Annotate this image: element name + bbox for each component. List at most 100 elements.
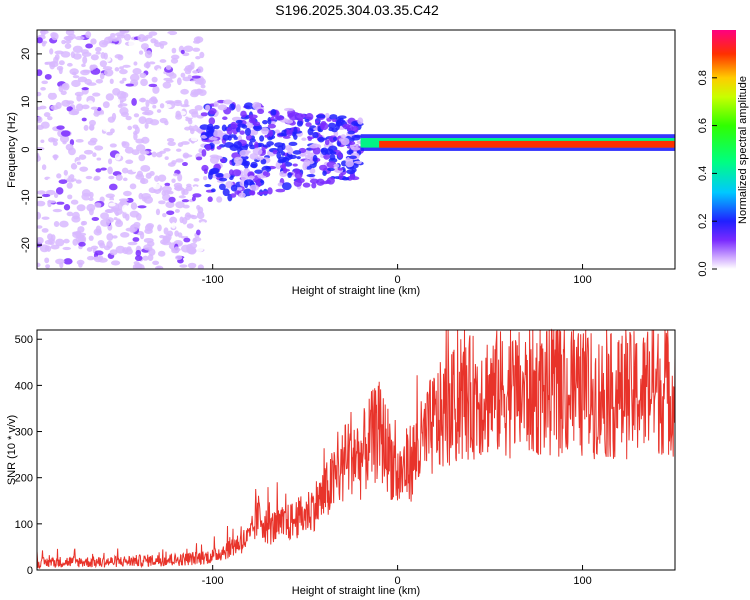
heatmap-blob [122, 190, 132, 197]
heatmap-blob [134, 126, 140, 135]
heatmap-blob [37, 190, 46, 195]
heatmap-blob [210, 188, 216, 193]
heatmap-blob [149, 119, 160, 126]
heatmap-blob [108, 175, 115, 180]
heatmap-blob [105, 93, 115, 101]
heatmap-blob [127, 241, 138, 246]
heatmap-blob [117, 54, 124, 61]
heatmap-blob [155, 208, 161, 216]
heatmap-blob [71, 79, 81, 88]
y-tick-label: -20 [20, 237, 32, 253]
heatmap-blob [102, 125, 110, 132]
heatmap-blob [37, 91, 42, 97]
chart-title: S196.2025.304.03.35.C42 [275, 2, 439, 18]
heatmap-blob [100, 167, 107, 171]
heatmap-blob [85, 31, 92, 39]
heatmap-blob [163, 148, 171, 152]
heatmap-blob [81, 117, 87, 122]
heatmap-blob [85, 43, 93, 49]
heatmap-blob [199, 51, 205, 59]
heatmap-blob [115, 245, 126, 254]
heatmap-blob [312, 132, 319, 139]
spectrogram-ylabel: Frequency (Hz) [6, 112, 18, 188]
heatmap-blob [222, 99, 233, 105]
heatmap-blob [69, 68, 79, 75]
heatmap-blob [99, 60, 107, 68]
heatmap-blob [81, 220, 88, 226]
heatmap-blob [122, 77, 127, 82]
heatmap-blob [181, 199, 190, 203]
heatmap-blob [56, 65, 64, 71]
heatmap-blob [302, 162, 308, 171]
heatmap-blob [270, 109, 277, 116]
heatmap-blob [76, 94, 82, 102]
heatmap-blob [170, 57, 179, 64]
heatmap-blob [217, 104, 228, 111]
heatmap-blob [182, 162, 188, 167]
heatmap-blob [125, 227, 135, 232]
heatmap-blob [50, 105, 59, 111]
heatmap-blob [41, 164, 47, 171]
heatmap-blob [240, 110, 247, 118]
heatmap-blob [175, 148, 182, 152]
heatmap-blob [164, 104, 172, 109]
heatmap-blob [160, 239, 168, 245]
heatmap-blob [52, 140, 58, 146]
heatmap-blob [268, 129, 274, 137]
heatmap-blob [188, 80, 197, 85]
heatmap-blob [296, 156, 301, 160]
heatmap-blob [337, 153, 344, 159]
heatmap-blob [196, 204, 201, 210]
heatmap-blob [183, 45, 194, 52]
y-tick-label: 400 [15, 380, 33, 392]
heatmap-blob [145, 99, 150, 108]
heatmap-blob [83, 124, 89, 131]
heatmap-blob [236, 126, 241, 133]
heatmap-blob [37, 200, 46, 207]
heatmap-blob [159, 43, 165, 49]
heatmap-blob [204, 183, 212, 188]
heatmap-blob [72, 45, 83, 54]
heatmap-blob [187, 118, 193, 125]
heatmap-blob [159, 125, 169, 129]
heatmap-blob [99, 72, 105, 80]
heatmap-blob [252, 121, 261, 127]
heatmap-blob [189, 33, 197, 39]
heatmap-blob [317, 136, 325, 143]
heatmap-blob [194, 105, 203, 111]
heatmap-blob [76, 204, 86, 212]
heatmap-blob [100, 51, 106, 59]
heatmap-blob [296, 120, 303, 127]
heatmap-blob [129, 210, 140, 218]
heatmap-blob [347, 130, 356, 135]
heatmap-blob [144, 50, 153, 59]
heatmap-blob [118, 198, 129, 202]
colorbar-tick-label: 0.0 [697, 261, 709, 276]
colorbar-tick-label: 0.4 [697, 166, 709, 181]
heatmap-blob [259, 135, 265, 142]
heatmap-blob [276, 151, 282, 160]
heatmap-blob [138, 192, 144, 200]
heatmap-blob [72, 75, 80, 79]
heatmap-blob [103, 68, 114, 77]
heatmap-blob [132, 81, 139, 86]
heatmap-blob [200, 134, 208, 139]
heatmap-blob [252, 147, 263, 156]
heatmap-blob [90, 106, 99, 110]
heatmap-blob [162, 81, 172, 89]
heatmap-blob [324, 139, 330, 146]
heatmap-blob [302, 182, 311, 188]
heatmap-blob [239, 149, 249, 157]
heatmap-blob [108, 183, 118, 191]
heatmap-blob [40, 86, 46, 91]
snr-ylabel: SNR (10 * v/v) [6, 415, 18, 485]
heatmap-blob [319, 164, 328, 171]
heatmap-blob [191, 196, 196, 202]
heatmap-blob [66, 182, 73, 189]
heatmap-blob [157, 224, 162, 232]
heatmap-blob [289, 112, 300, 117]
heatmap-blob [132, 237, 140, 242]
heatmap-blob [86, 82, 97, 86]
heatmap-blob [75, 103, 84, 111]
heatmap-blob [190, 136, 198, 142]
